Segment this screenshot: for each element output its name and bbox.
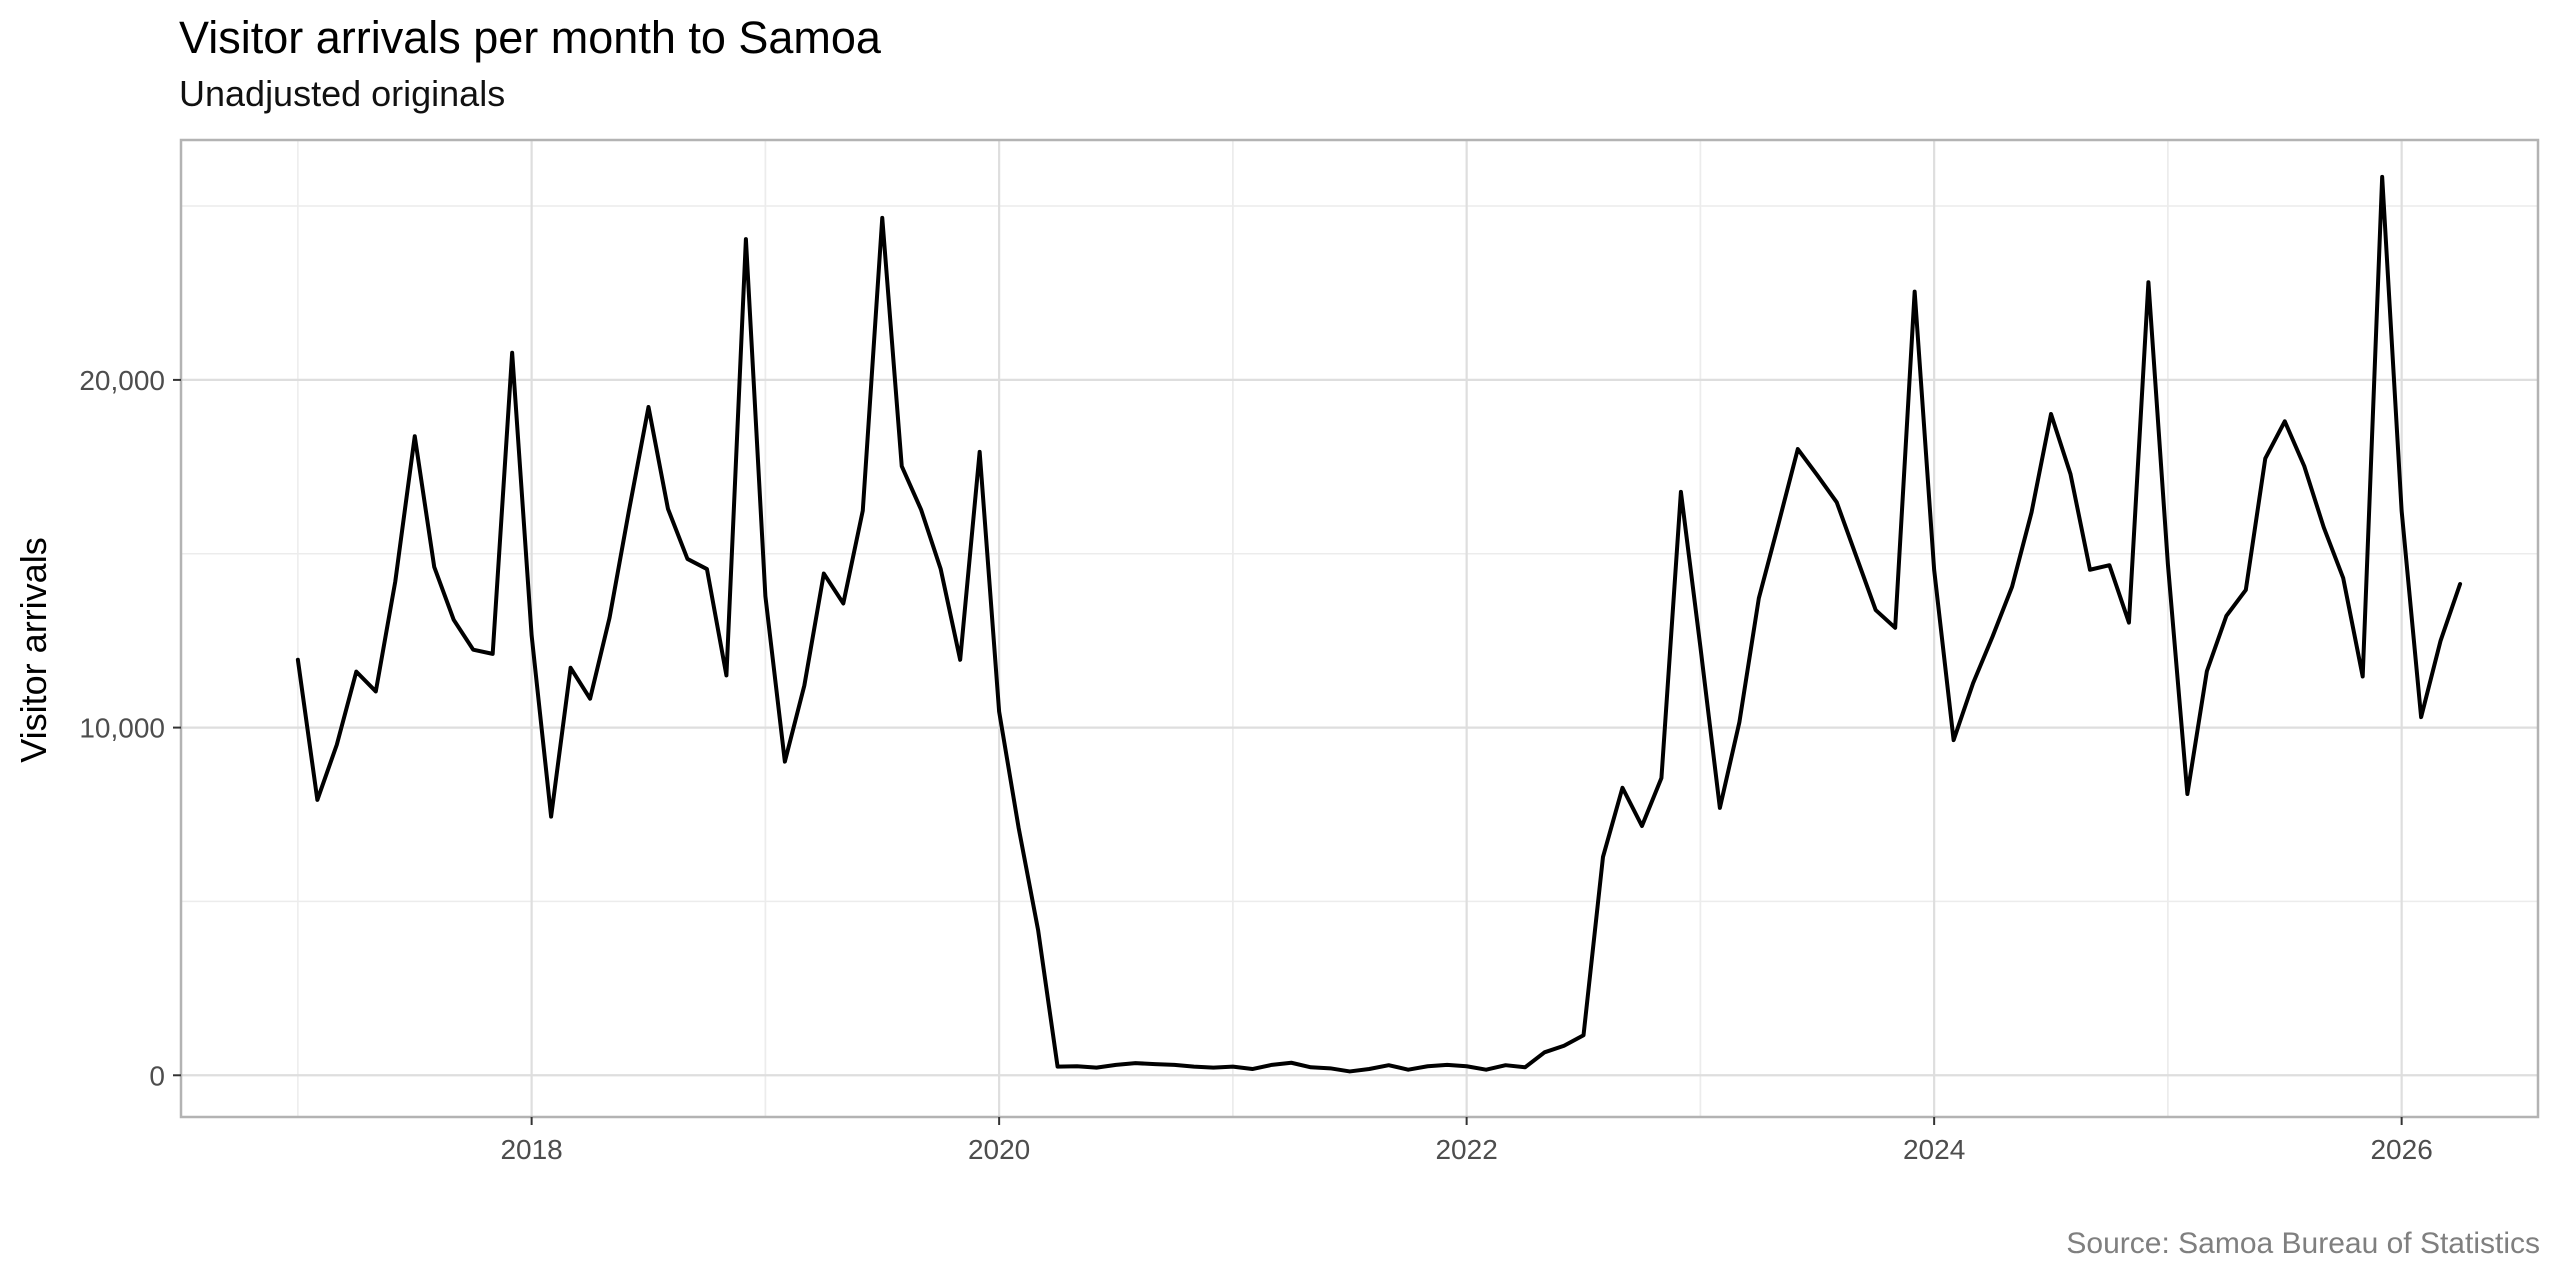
y-axis: 0 10,000 20,000 [79,365,181,1091]
grid [181,140,2538,1117]
series-line [295,174,2463,1074]
chart-title: Visitor arrivals per month to Samoa [179,12,881,63]
x-tick-label: 2024 [1903,1134,1965,1165]
x-tick-label: 2018 [500,1134,562,1165]
series-layer [295,174,2463,1074]
x-tick-label: 2022 [1435,1134,1497,1165]
plot-panel-border [179,138,2540,1119]
y-tick-label: 0 [149,1060,165,1091]
chart-subtitle: Unadjusted originals [179,73,506,114]
chart-caption: Source: Samoa Bureau of Statistics [2066,1227,2540,1260]
x-tick-label: 2020 [968,1134,1030,1165]
y-tick-label: 20,000 [79,365,165,396]
x-axis: 2018 2020 2022 2024 2026 [500,1117,2433,1165]
y-tick-label: 10,000 [79,713,165,744]
x-tick-label: 2026 [2370,1134,2432,1165]
